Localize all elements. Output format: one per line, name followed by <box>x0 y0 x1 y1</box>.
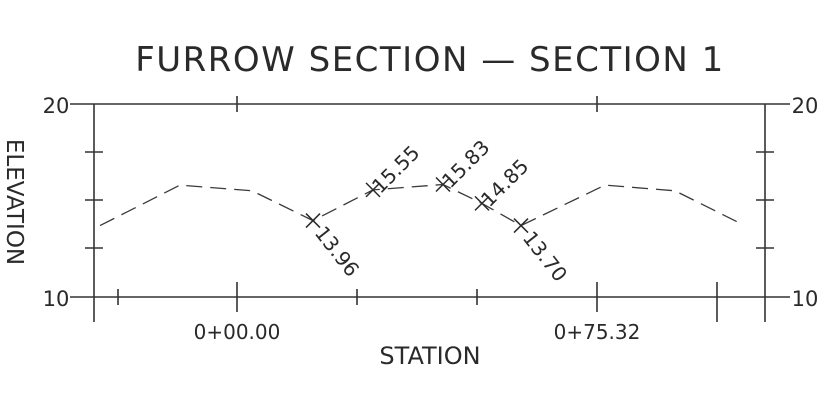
elevation-marker: 13.96 <box>305 213 364 281</box>
elevation-label: 13.96 <box>310 221 364 281</box>
elevation-label: 14.85 <box>476 154 533 211</box>
plot-frame <box>70 103 790 322</box>
profile-series <box>99 183 738 227</box>
y-min-label-right: 10 <box>792 287 819 311</box>
elevation-marker: 13.70 <box>513 218 572 286</box>
marker-cross-stroke <box>474 195 490 211</box>
marker-cross-stroke <box>305 213 321 229</box>
marker-cross-stroke <box>435 176 451 193</box>
marker-cross-stroke <box>365 182 381 198</box>
marker-cross-stroke <box>513 218 529 234</box>
y-max-label-left: 20 <box>43 94 70 118</box>
x-tick-label-end: 0+75.32 <box>554 320 641 344</box>
y-axis-title: ELEVATION <box>1 139 27 265</box>
y-max-label-right: 20 <box>792 94 819 118</box>
axis-ticks <box>85 96 774 322</box>
drawing-title: FURROW SECTION — SECTION 1 <box>135 40 725 80</box>
y-min-label-left: 10 <box>43 287 70 311</box>
x-axis-title: STATION <box>379 342 480 370</box>
x-tick-label-start: 0+00.00 <box>194 320 281 344</box>
elevation-label: 13.70 <box>518 226 572 286</box>
ground-profile-line <box>99 183 738 227</box>
elevation-label: 15.55 <box>367 141 424 198</box>
elevation-marker: 15.55 <box>365 141 424 198</box>
